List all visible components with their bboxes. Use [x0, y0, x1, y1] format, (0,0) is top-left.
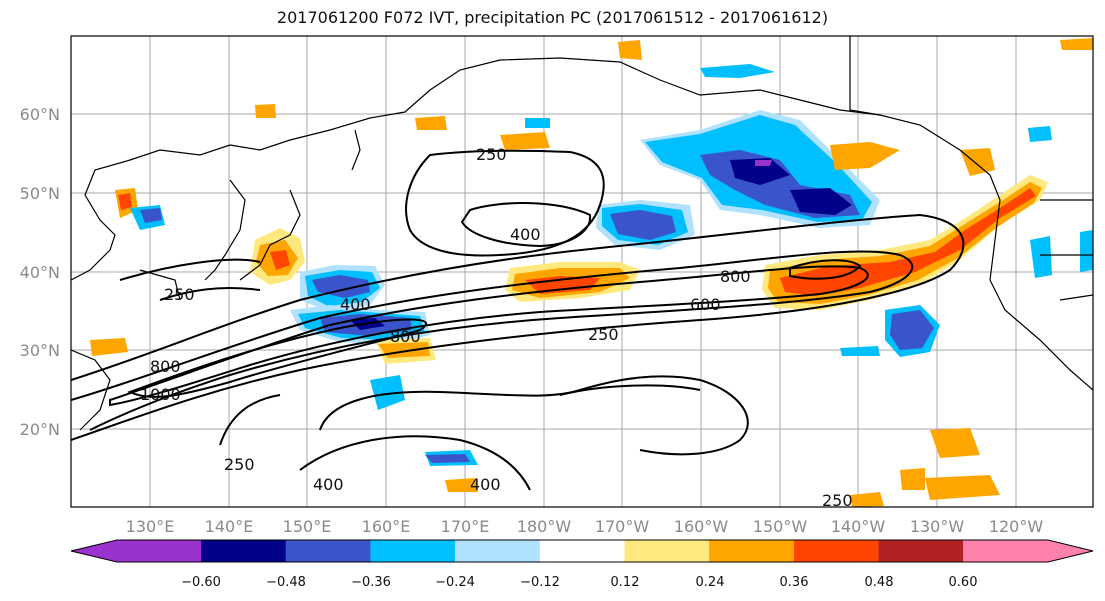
lat-labels: 60°N 50°N 40°N 30°N 20°N [20, 105, 60, 439]
contour-label: 250 [224, 455, 255, 474]
colorbar-tick: −0.12 [520, 575, 560, 590]
lon-label: 140°W [831, 517, 886, 536]
contour-label: 1000 [140, 385, 181, 404]
colorbar-tick: −0.36 [351, 575, 391, 590]
lon-label: 150°W [753, 517, 808, 536]
contour-label: 800 [390, 327, 421, 346]
lon-label: 170°W [595, 517, 650, 536]
colorbar-tick: −0.24 [435, 575, 475, 590]
colorbar-segment [201, 540, 287, 562]
colorbar-outline [70, 539, 1094, 563]
lat-label: 40°N [20, 263, 60, 282]
contour-label: 600 [690, 295, 721, 314]
colorbar-segment [963, 540, 1048, 562]
map-title: 2017061200 F072 IVT, precipitation PC (2… [276, 8, 829, 27]
colorbar-segment [709, 540, 795, 562]
contour-label: 800 [150, 357, 181, 376]
coastlines [71, 36, 1093, 431]
lon-label: 120°W [989, 517, 1044, 536]
map-frame [70, 35, 1094, 508]
contour-labels: 250 400 250 400 800 800 600 250 1000 800… [140, 145, 853, 510]
colorbar-segment [624, 540, 710, 562]
contour-label: 250 [164, 285, 195, 304]
contour-label: 400 [510, 225, 541, 244]
colorbar-extend-max [1048, 540, 1093, 562]
lon-label: 160°E [362, 517, 411, 536]
contour-label: 400 [470, 475, 501, 494]
lon-label: 130°E [126, 517, 175, 536]
colorbar-tick: 0.12 [611, 575, 640, 590]
colorbar-segment [370, 540, 456, 562]
precip-shading [90, 38, 1093, 507]
colorbar-segment [539, 540, 625, 562]
lon-label: 130°W [910, 517, 965, 536]
contour-label: 400 [340, 295, 371, 314]
contour-label: 250 [588, 325, 619, 344]
colorbar-ticks: −0.60 −0.48 −0.36 −0.24 −0.12 0.12 0.24 … [181, 575, 977, 590]
colorbar-segment [285, 540, 371, 562]
colorbar [70, 539, 1094, 563]
lon-label: 170°E [441, 517, 490, 536]
colorbar-tick: −0.48 [266, 575, 306, 590]
colorbar-segment [878, 540, 964, 562]
contour-label: 400 [313, 475, 344, 494]
lon-label: 150°E [283, 517, 332, 536]
contour-label: 250 [476, 145, 507, 164]
ivt-contours [71, 149, 965, 491]
colorbar-tick: 0.24 [696, 575, 725, 590]
lon-label: 140°E [205, 517, 254, 536]
lon-label: 180°W [517, 517, 572, 536]
colorbar-segment [455, 540, 541, 562]
lat-label: 50°N [20, 184, 60, 203]
lat-label: 60°N [20, 105, 60, 124]
colorbar-tick: −0.60 [181, 575, 221, 590]
contour-label: 250 [822, 491, 853, 510]
lon-labels: 130°E 140°E 150°E 160°E 170°E 180°W 170°… [126, 517, 1044, 536]
lon-label: 160°W [674, 517, 729, 536]
colorbar-segment [793, 540, 880, 562]
colorbar-extend-min [71, 540, 117, 562]
lat-label: 30°N [20, 341, 60, 360]
colorbar-tick: 0.36 [780, 575, 809, 590]
colorbar-segment [117, 540, 201, 562]
lat-label: 20°N [20, 420, 60, 439]
colorbar-tick: 0.48 [865, 575, 894, 590]
colorbar-tick: 0.60 [949, 575, 978, 590]
contour-label: 800 [720, 267, 751, 286]
